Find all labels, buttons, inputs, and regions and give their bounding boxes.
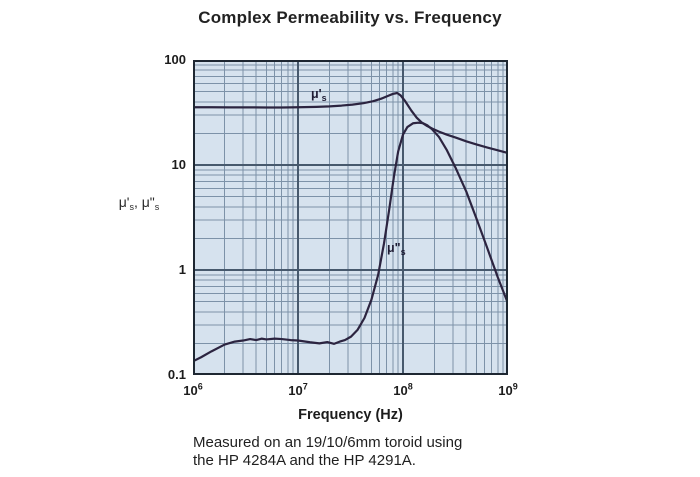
y-tick-1: 1: [178, 262, 186, 277]
curve-label-mu-double-base: μ": [387, 241, 401, 255]
y-axis-label-separator: ,: [133, 194, 142, 210]
x-tick-10e9: 109: [498, 381, 518, 398]
plot-background: [193, 60, 508, 375]
y-tick-10: 10: [171, 157, 186, 172]
y-tick-100: 100: [164, 52, 186, 67]
x-tick-10e8: 108: [393, 381, 413, 398]
curve-mu-double: [193, 121, 508, 363]
y-axis-label-sub-2: s: [154, 202, 160, 212]
curve-label-mu-double: μ"s: [387, 241, 406, 257]
caption-line-2: the HP 4284A and the HP 4291A.: [193, 452, 416, 469]
x-axis-label: Frequency (Hz): [298, 407, 403, 423]
y-axis-label-mu-prime: μ': [118, 194, 130, 210]
curve-label-mu-prime-sub: s: [321, 93, 327, 103]
y-axis-label: μ's, μ"s: [108, 194, 170, 212]
curve-label-mu-prime: μ's: [311, 87, 327, 103]
y-tick-0.1: 0.1: [167, 367, 186, 382]
curve-label-mu-prime-base: μ': [311, 87, 322, 101]
caption-line-1: Measured on an 19/10/6mm toroid using: [193, 434, 463, 451]
curve-label-mu-double-sub: s: [400, 247, 406, 257]
plot-border: [193, 60, 508, 375]
plot-area: [193, 60, 508, 375]
curve-mu-prime: [193, 91, 508, 155]
y-axis-label-sub-1: s: [129, 202, 134, 212]
y-axis-label-mu-double: μ": [141, 194, 155, 210]
chart-title: Complex Permeability vs. Frequency: [198, 8, 502, 27]
caption: Measured on an 19/10/6mm toroid using th…: [193, 434, 553, 470]
x-tick-10e7: 107: [288, 381, 308, 398]
x-tick-10e6: 106: [183, 381, 203, 398]
